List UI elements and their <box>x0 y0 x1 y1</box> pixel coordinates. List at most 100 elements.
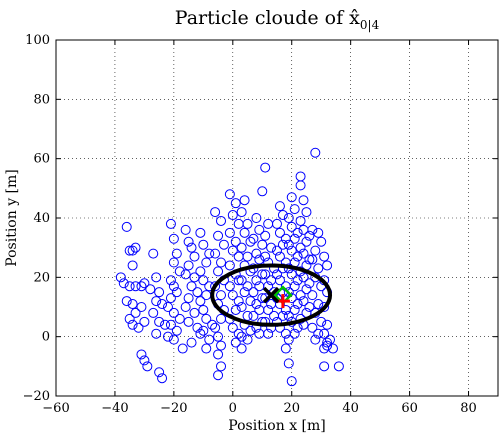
y-axis-label: Position y [m] <box>4 169 20 267</box>
particle-point <box>201 313 212 324</box>
particle-point <box>213 266 224 277</box>
particle-point <box>310 334 321 345</box>
particle-point <box>186 337 197 348</box>
particle-point <box>213 370 224 381</box>
particle-point <box>304 230 315 241</box>
particle-point <box>272 218 282 229</box>
particle-point <box>201 257 212 268</box>
particle-point <box>130 307 141 318</box>
particle-point <box>216 257 227 268</box>
particle-point <box>227 322 238 333</box>
particle-point <box>154 316 165 327</box>
x-tick-label: 40 <box>342 401 359 416</box>
particle-point <box>239 227 250 238</box>
x-tick-label: 80 <box>460 401 477 416</box>
particle-point <box>251 299 262 310</box>
particle-point <box>307 224 318 235</box>
particle-point <box>189 251 200 262</box>
particle-point <box>207 319 218 330</box>
particle-point <box>189 272 200 283</box>
particle-point <box>224 189 235 200</box>
y-tick-label: −20 <box>23 389 50 404</box>
particle-point <box>289 304 300 315</box>
particle-point <box>292 275 303 286</box>
particle-point <box>151 272 162 283</box>
particle-point <box>283 239 294 250</box>
particle-point <box>213 331 224 342</box>
particle-point <box>168 307 179 318</box>
particle-point <box>198 304 209 315</box>
particle-point <box>322 337 333 348</box>
particle-point <box>148 248 159 259</box>
particle-point <box>186 281 197 292</box>
particle-point <box>283 310 294 321</box>
particle-point <box>130 281 141 292</box>
particle-point <box>218 239 229 250</box>
particle-point <box>195 296 206 307</box>
particle-point <box>195 227 206 238</box>
particle-point <box>325 334 336 345</box>
y-tick-label: 20 <box>33 270 50 285</box>
particle-point <box>236 207 247 218</box>
particle-point <box>263 304 274 315</box>
particle-point <box>286 245 297 256</box>
estimate-marker <box>262 286 280 304</box>
y-tick-label: 60 <box>33 152 50 167</box>
x-tick-label: 20 <box>283 401 300 416</box>
particle-point <box>242 251 253 262</box>
particle-point <box>168 257 179 268</box>
particle-point <box>251 275 262 286</box>
particle-point <box>130 242 141 253</box>
particle-point <box>313 263 324 274</box>
y-tick-label: 40 <box>33 211 50 226</box>
particle-point <box>313 299 324 310</box>
particle-point <box>127 299 138 310</box>
particle-point <box>136 281 147 292</box>
particle-point <box>298 296 309 307</box>
particle-point <box>171 325 182 336</box>
particle-point <box>171 287 182 298</box>
particle-point <box>274 201 285 212</box>
particle-point <box>162 302 173 312</box>
particle-point <box>316 316 327 327</box>
particle-point <box>227 290 238 301</box>
particle-point <box>139 355 150 366</box>
particle-point <box>183 236 194 247</box>
particle-point <box>186 242 197 253</box>
particle-point <box>233 275 244 286</box>
particle-point <box>248 287 259 298</box>
particle-point <box>157 373 168 384</box>
particle-point <box>260 269 271 280</box>
particle-point <box>151 328 162 339</box>
estimate-stroke-2 <box>262 286 280 304</box>
particle-point <box>213 349 224 360</box>
particle-point <box>198 325 209 336</box>
particle-point <box>216 361 227 372</box>
particle-point <box>242 281 253 292</box>
particle-point <box>298 272 309 283</box>
particle-point <box>322 260 333 271</box>
particle-point <box>236 331 247 342</box>
particle-point <box>319 302 330 312</box>
particle-point <box>165 218 176 229</box>
particle-point <box>236 302 247 312</box>
particle-point <box>319 328 330 339</box>
particle-point <box>292 299 303 310</box>
particle-point <box>322 340 333 351</box>
covariance-ellipse <box>210 263 333 327</box>
x-tick-label: 60 <box>401 401 418 416</box>
particle-point <box>154 367 165 378</box>
particle-point <box>251 248 262 259</box>
particle-point <box>204 248 215 259</box>
particle-point <box>154 287 165 298</box>
particle-point <box>251 213 262 223</box>
particle-point <box>183 316 194 327</box>
particle-point <box>245 236 256 247</box>
x-tick-label: −60 <box>42 401 69 416</box>
particle-point <box>295 290 306 301</box>
particle-point <box>289 281 300 292</box>
particle-point <box>298 248 309 259</box>
particle-point <box>292 227 303 238</box>
particle-point <box>136 349 147 360</box>
